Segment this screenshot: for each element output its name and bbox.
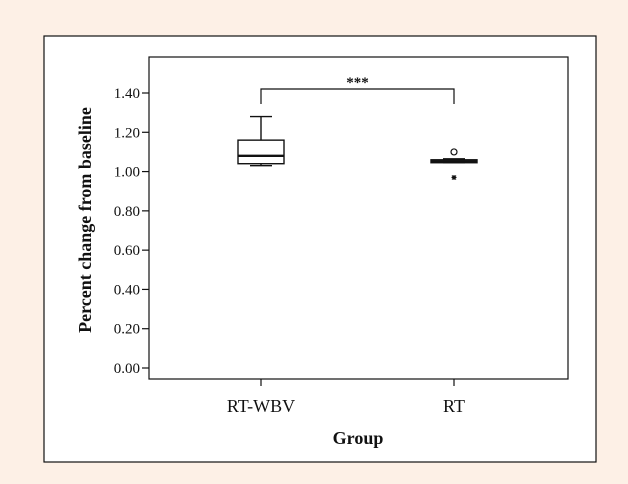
y-tick-label: 1.20 bbox=[114, 125, 140, 141]
boxes-layer bbox=[237, 115, 478, 180]
outlier-point bbox=[450, 148, 458, 156]
y-tick-label: 0.00 bbox=[114, 361, 140, 377]
significance-bracket: *** bbox=[260, 75, 455, 104]
y-tick-label: 0.20 bbox=[114, 322, 140, 338]
y-axis-title: Percent change from baseline bbox=[75, 107, 95, 333]
iqr-box bbox=[237, 139, 285, 165]
y-tick-label: 1.40 bbox=[114, 86, 140, 102]
box-rt bbox=[430, 148, 478, 180]
x-tick-label: RT-WBV bbox=[227, 396, 295, 416]
y-tick-label: 1.00 bbox=[114, 165, 140, 181]
y-axis: 0.00 0.20 0.40 0.60 0.80 1.00 1.20 1.40 bbox=[114, 86, 149, 377]
figure-panel bbox=[43, 35, 597, 463]
box-rt-wbv bbox=[237, 115, 285, 167]
bracket-line bbox=[260, 88, 455, 104]
x-tick-label: RT bbox=[443, 396, 465, 416]
y-tick-label: 0.60 bbox=[114, 243, 140, 259]
plot-area bbox=[148, 56, 569, 380]
significance-label: *** bbox=[346, 75, 369, 91]
x-axis: RT-WBV RT bbox=[227, 379, 465, 416]
x-axis-title: Group bbox=[333, 428, 384, 448]
y-tick-label: 0.80 bbox=[114, 204, 140, 220]
extreme-point bbox=[451, 174, 457, 180]
y-tick-label: 0.40 bbox=[114, 282, 140, 298]
